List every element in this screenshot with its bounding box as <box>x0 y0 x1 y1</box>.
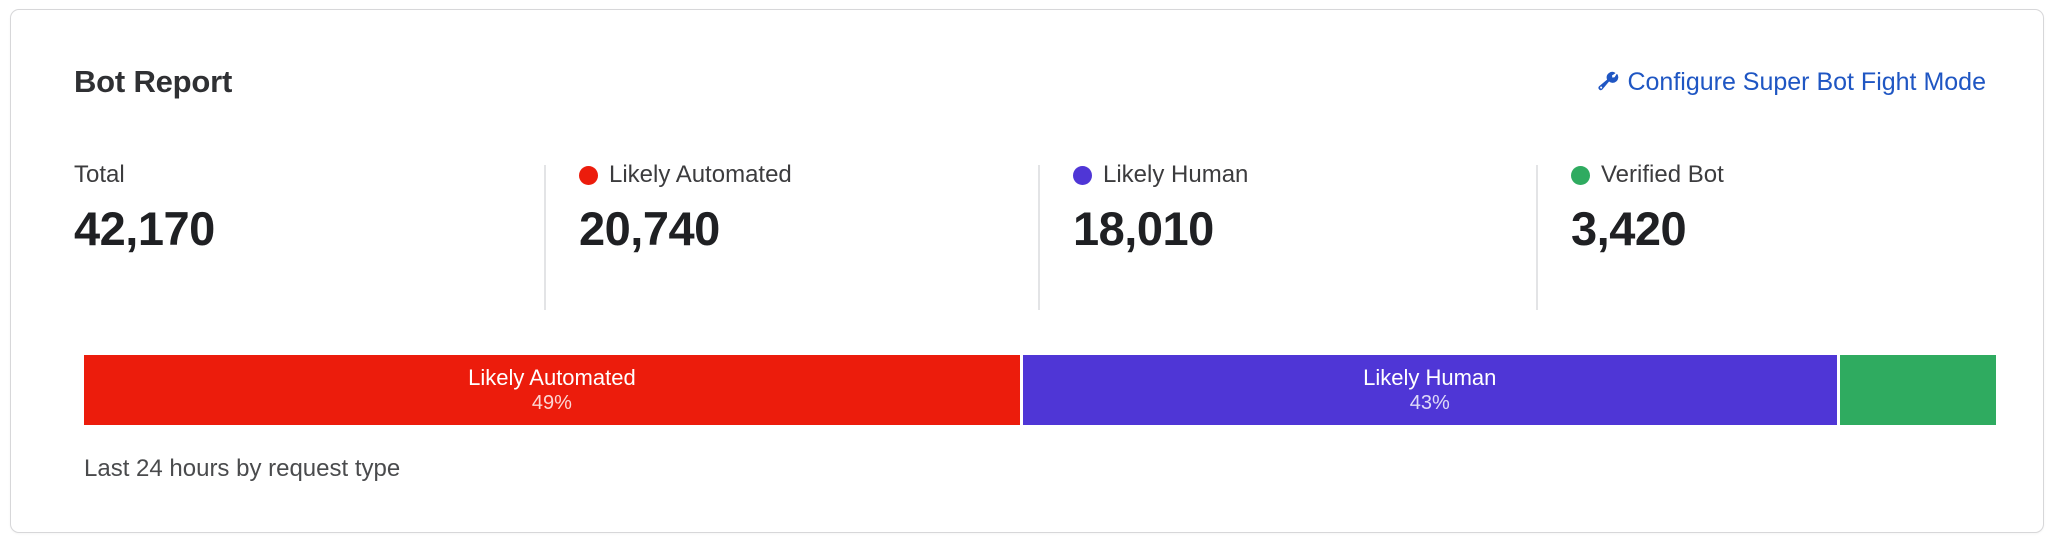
stat-total-head: Total <box>74 160 215 190</box>
stat-total: Total 42,170 <box>74 160 215 310</box>
configure-link-label: Configure Super Bot Fight Mode <box>1627 68 1986 96</box>
stat-divider-2 <box>1038 165 1040 310</box>
bar-segment-likely-human-percent: 43% <box>1409 392 1450 414</box>
stat-verified-bot-head: Verified Bot <box>1571 160 1724 190</box>
bar-caption: Last 24 hours by request type <box>84 455 401 482</box>
likely-human-dot-icon <box>1073 165 1092 185</box>
stat-likely-automated: Likely Automated 20,740 <box>579 160 792 310</box>
request-type-stacked-bar: Likely Automated 49% Likely Human 43% <box>84 355 1996 425</box>
stat-verified-bot: Verified Bot 3,420 <box>1571 160 1724 310</box>
stat-likely-automated-label: Likely Automated <box>609 161 792 188</box>
configure-super-bot-fight-mode-link[interactable]: Configure Super Bot Fight Mode <box>1596 66 1986 98</box>
stat-divider-3 <box>1536 165 1538 310</box>
card-header: Bot Report Configure Super Bot Fight Mod… <box>74 62 1986 110</box>
stat-total-label: Total <box>74 161 125 188</box>
bot-report-card: Bot Report Configure Super Bot Fight Mod… <box>10 9 2044 533</box>
stat-likely-human-value: 18,010 <box>1073 202 1214 255</box>
bar-segment-verified-bot[interactable] <box>1839 355 1996 425</box>
stat-total-value: 42,170 <box>74 202 215 255</box>
page-title: Bot Report <box>74 64 233 99</box>
bar-segment-likely-automated[interactable]: Likely Automated 49% <box>84 355 1020 425</box>
bar-segment-likely-human-label: Likely Human <box>1363 365 1497 390</box>
stat-verified-bot-value: 3,420 <box>1571 202 1687 255</box>
likely-automated-dot-icon <box>579 165 598 185</box>
stat-verified-bot-label: Verified Bot <box>1601 161 1724 188</box>
stat-likely-human: Likely Human 18,010 <box>1073 160 1248 310</box>
stat-likely-automated-value: 20,740 <box>579 202 720 255</box>
stat-likely-human-label: Likely Human <box>1103 161 1249 188</box>
bar-segment-likely-automated-percent: 49% <box>531 392 572 414</box>
stat-likely-automated-head: Likely Automated <box>579 160 792 190</box>
stat-likely-human-head: Likely Human <box>1073 160 1248 190</box>
stat-divider-1 <box>544 165 546 310</box>
verified-bot-dot-icon <box>1571 165 1590 185</box>
bar-segment-likely-automated-label: Likely Automated <box>468 365 636 390</box>
stats-row: Total 42,170 Likely Automated 20,740 Lik… <box>74 160 1986 310</box>
wrench-icon <box>1596 70 1620 94</box>
bar-segment-likely-human[interactable]: Likely Human 43% <box>1022 355 1837 425</box>
